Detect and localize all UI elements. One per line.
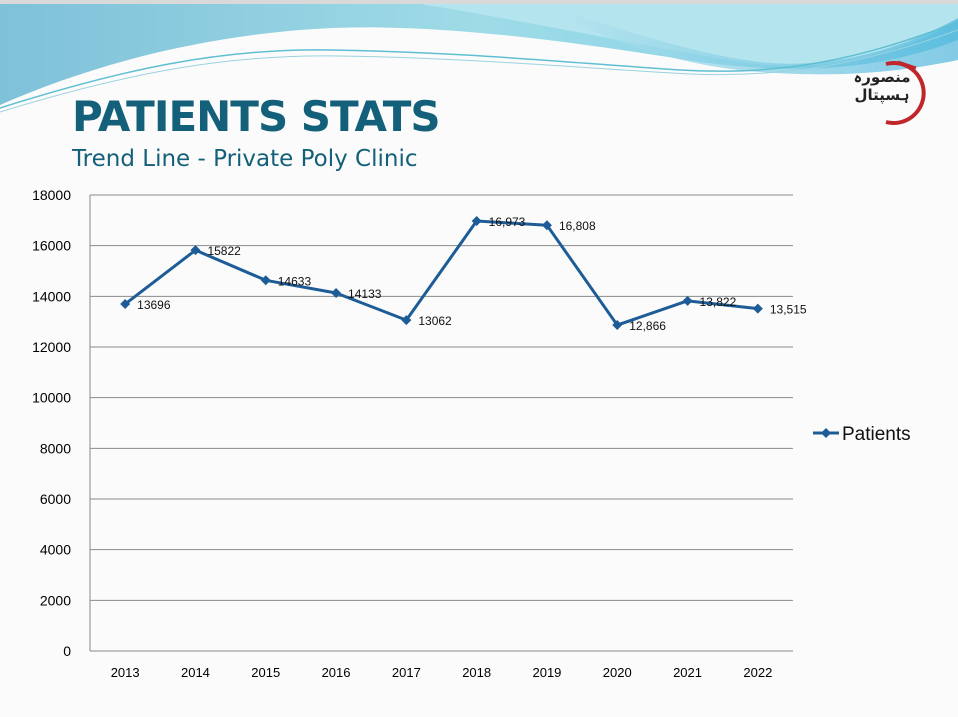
data-label: 13062 <box>418 314 452 328</box>
x-tick-label: 2013 <box>111 665 140 680</box>
legend-diamond-icon <box>821 428 831 438</box>
y-tick-label: 16000 <box>32 238 71 254</box>
data-point-marker <box>541 220 552 231</box>
series-line <box>124 219 759 327</box>
y-tick-label: 10000 <box>32 390 71 406</box>
y-tick-label: 12000 <box>32 339 71 355</box>
legend-label: Patients <box>842 424 911 445</box>
data-label: 16,808 <box>559 219 596 233</box>
x-tick-label: 2018 <box>462 665 491 680</box>
x-tick-label: 2015 <box>251 665 280 680</box>
x-tick-label: 2020 <box>603 665 632 680</box>
logo-text: منصورہ ہسپتال <box>852 68 912 104</box>
data-point-marker <box>612 320 623 331</box>
data-label: 13696 <box>137 298 171 312</box>
x-tick-label: 2014 <box>181 665 210 680</box>
data-point-marker <box>331 287 342 298</box>
data-point-marker <box>471 216 482 227</box>
data-point-marker <box>752 303 763 314</box>
y-tick-label: 2000 <box>40 592 71 608</box>
data-label: 12,866 <box>629 319 666 333</box>
y-tick-label: 0 <box>63 643 71 659</box>
data-point-marker <box>190 245 201 256</box>
y-tick-label: 4000 <box>40 542 71 558</box>
x-axis-ticks: 2013 2014 2015 2016 2017 2018 2019 2020 2021 2022 <box>111 665 773 680</box>
data-labels: 13696 15822 14633 14133 13062 16,973 16,808 12,… <box>137 215 807 333</box>
data-label: 13,515 <box>770 303 807 317</box>
y-tick-label: 8000 <box>40 440 71 456</box>
y-axis-ticks: 0 2000 4000 6000 8000 10000 12000 14000 16000 180… <box>32 187 71 659</box>
series-patients <box>120 216 763 331</box>
data-point-marker <box>682 295 693 306</box>
data-label: 14633 <box>278 274 312 288</box>
x-tick-label: 2016 <box>322 665 351 680</box>
y-tick-label: 18000 <box>32 187 71 203</box>
data-point-marker <box>260 275 271 286</box>
data-point-marker <box>401 315 412 326</box>
slide-title: PATIENTS STATS <box>72 92 441 141</box>
x-tick-label: 2021 <box>673 665 702 680</box>
header-wave-banner <box>0 0 958 113</box>
legend: Patients <box>813 424 911 445</box>
y-tick-label: 6000 <box>40 491 71 507</box>
grid-lines <box>89 194 793 652</box>
logo-swoosh-icon <box>897 60 917 70</box>
logo-line-2: ہسپتال <box>854 86 910 104</box>
hospital-logo <box>885 60 926 125</box>
data-label: 13,822 <box>700 295 737 309</box>
data-label: 16,973 <box>489 215 526 229</box>
y-tick-label: 14000 <box>32 288 71 304</box>
data-point-marker <box>120 299 131 310</box>
data-label: 15822 <box>207 244 241 258</box>
x-tick-label: 2022 <box>743 665 772 680</box>
data-label: 14133 <box>348 287 382 301</box>
slide-subtitle: Trend Line - Private Poly Clinic <box>72 146 418 172</box>
logo-line-1: منصورہ <box>853 68 911 86</box>
x-tick-label: 2017 <box>392 665 421 680</box>
x-tick-label: 2019 <box>532 665 561 680</box>
